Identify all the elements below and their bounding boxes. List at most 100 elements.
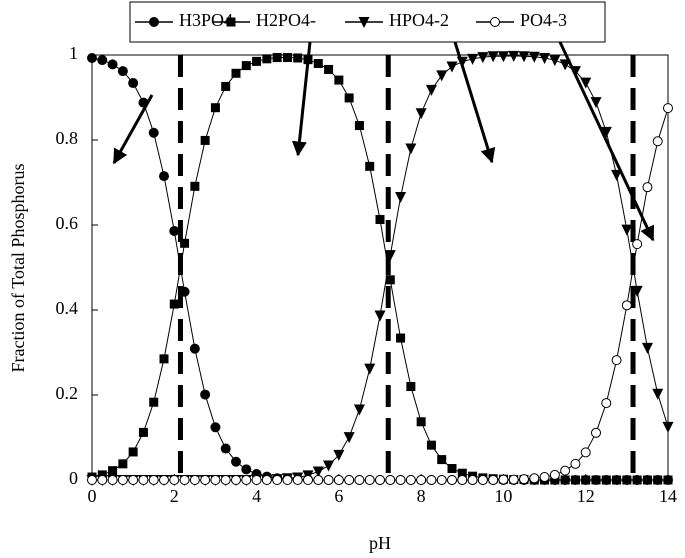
marker bbox=[344, 475, 355, 485]
marker bbox=[354, 121, 364, 131]
marker bbox=[621, 224, 633, 236]
marker bbox=[107, 59, 118, 70]
marker bbox=[138, 475, 149, 485]
marker bbox=[600, 126, 612, 138]
marker bbox=[467, 475, 478, 485]
marker bbox=[282, 53, 292, 63]
marker bbox=[107, 475, 118, 485]
marker bbox=[591, 475, 601, 485]
marker bbox=[590, 97, 602, 109]
marker bbox=[425, 84, 437, 96]
marker bbox=[549, 469, 560, 480]
marker bbox=[333, 449, 345, 461]
marker bbox=[642, 475, 652, 485]
marker bbox=[241, 61, 251, 71]
marker bbox=[200, 389, 211, 400]
marker bbox=[138, 427, 148, 437]
marker bbox=[641, 342, 653, 354]
x-tick-label: 2 bbox=[170, 486, 179, 506]
marker bbox=[467, 53, 479, 65]
marker bbox=[159, 171, 169, 182]
x-tick-label: 0 bbox=[88, 486, 97, 506]
marker bbox=[632, 239, 643, 250]
marker bbox=[488, 475, 499, 485]
marker bbox=[149, 397, 159, 407]
x-axis-label: pH bbox=[369, 533, 391, 553]
marker bbox=[118, 459, 128, 469]
y-tick-label: 0.2 bbox=[56, 383, 79, 403]
marker bbox=[384, 250, 396, 262]
marker bbox=[457, 475, 468, 485]
marker bbox=[436, 70, 448, 82]
marker bbox=[87, 475, 97, 485]
marker bbox=[323, 460, 335, 472]
marker bbox=[148, 127, 159, 138]
marker bbox=[334, 75, 344, 85]
marker bbox=[353, 404, 365, 416]
marker bbox=[117, 475, 128, 485]
marker bbox=[364, 475, 375, 485]
x-tick-label: 12 bbox=[577, 486, 595, 506]
marker bbox=[622, 475, 632, 485]
marker bbox=[497, 51, 509, 63]
marker bbox=[272, 475, 283, 485]
marker bbox=[539, 52, 551, 64]
marker bbox=[611, 355, 622, 366]
y-tick-label: 0.8 bbox=[56, 128, 79, 148]
marker bbox=[477, 475, 488, 485]
marker bbox=[97, 470, 107, 480]
marker bbox=[241, 464, 252, 475]
annotation-arrows bbox=[112, 41, 655, 242]
marker bbox=[447, 475, 457, 485]
marker bbox=[344, 93, 354, 103]
marker bbox=[570, 458, 581, 469]
marker bbox=[159, 354, 169, 364]
marker bbox=[179, 475, 190, 485]
marker bbox=[251, 475, 262, 485]
marker bbox=[128, 447, 138, 457]
marker bbox=[426, 440, 436, 450]
marker bbox=[446, 61, 458, 73]
marker bbox=[601, 398, 612, 409]
marker bbox=[395, 191, 407, 203]
marker bbox=[405, 143, 417, 155]
marker bbox=[447, 464, 457, 474]
marker bbox=[663, 475, 673, 485]
marker bbox=[375, 214, 385, 224]
marker bbox=[375, 475, 385, 485]
marker bbox=[343, 432, 355, 444]
marker bbox=[490, 17, 500, 27]
marker bbox=[241, 475, 252, 485]
marker bbox=[612, 475, 622, 485]
marker bbox=[539, 472, 550, 483]
marker bbox=[148, 475, 159, 485]
marker bbox=[385, 475, 396, 485]
arrow bbox=[291, 41, 312, 157]
marker bbox=[210, 103, 220, 113]
marker bbox=[436, 475, 447, 485]
marker bbox=[631, 285, 643, 297]
marker bbox=[518, 51, 530, 63]
marker bbox=[364, 363, 376, 375]
marker bbox=[519, 474, 529, 485]
legend: H3PO4 H2PO4- HPO4-2 PO4-3 bbox=[135, 10, 567, 30]
marker bbox=[632, 475, 642, 485]
marker bbox=[333, 475, 344, 485]
y-tick-label: 1 bbox=[69, 43, 78, 63]
y-tick-label: 0.6 bbox=[56, 213, 79, 233]
marker bbox=[231, 475, 241, 485]
marker bbox=[663, 103, 673, 114]
marker bbox=[293, 53, 303, 63]
marker bbox=[169, 475, 180, 485]
marker bbox=[498, 474, 509, 485]
marker bbox=[221, 81, 231, 91]
legend-label: H2PO4- bbox=[256, 10, 316, 30]
marker bbox=[313, 59, 323, 68]
marker bbox=[591, 427, 601, 438]
marker bbox=[97, 55, 108, 66]
marker bbox=[385, 275, 395, 285]
marker bbox=[87, 52, 97, 63]
marker bbox=[261, 475, 272, 485]
marker bbox=[652, 136, 663, 147]
